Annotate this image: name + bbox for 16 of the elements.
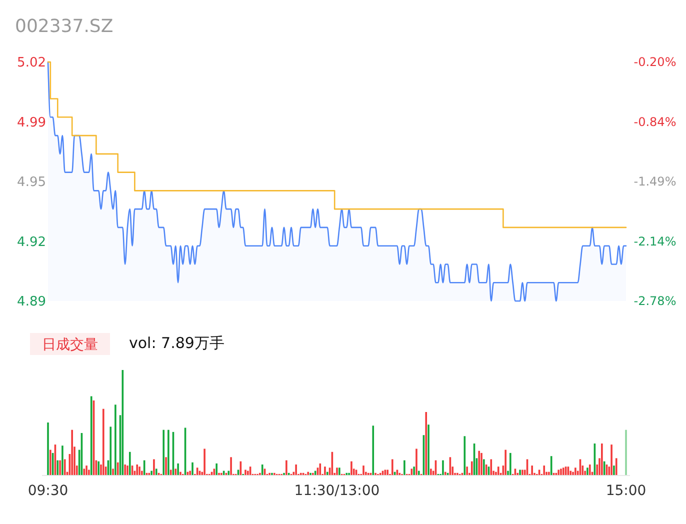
y2-tick-label: -2.14% bbox=[634, 234, 676, 248]
y-tick-label: 4.92 bbox=[17, 234, 46, 250]
y2-tick-label: -0.20% bbox=[634, 55, 676, 70]
x-tick-label: 15:00 bbox=[606, 483, 646, 499]
y-tick-label: 4.95 bbox=[17, 175, 46, 190]
y-tick-label: 4.89 bbox=[17, 294, 46, 310]
text: vol: 7.89万手 bbox=[129, 334, 224, 352]
y2-tick-label: -0.84% bbox=[634, 114, 676, 129]
y2-tick-label: -2.78% bbox=[634, 294, 676, 308]
chart-title: 002337.SZ bbox=[15, 16, 114, 37]
text: 日成交量 bbox=[42, 337, 98, 353]
y2-tick-label: -1.49% bbox=[634, 174, 676, 189]
x-tick-label: 11:30/13:00 bbox=[294, 483, 380, 499]
x-tick-label: 09:30 bbox=[28, 483, 68, 499]
y-tick-label: 4.99 bbox=[17, 115, 46, 130]
y-tick-label: 5.02 bbox=[17, 56, 46, 71]
